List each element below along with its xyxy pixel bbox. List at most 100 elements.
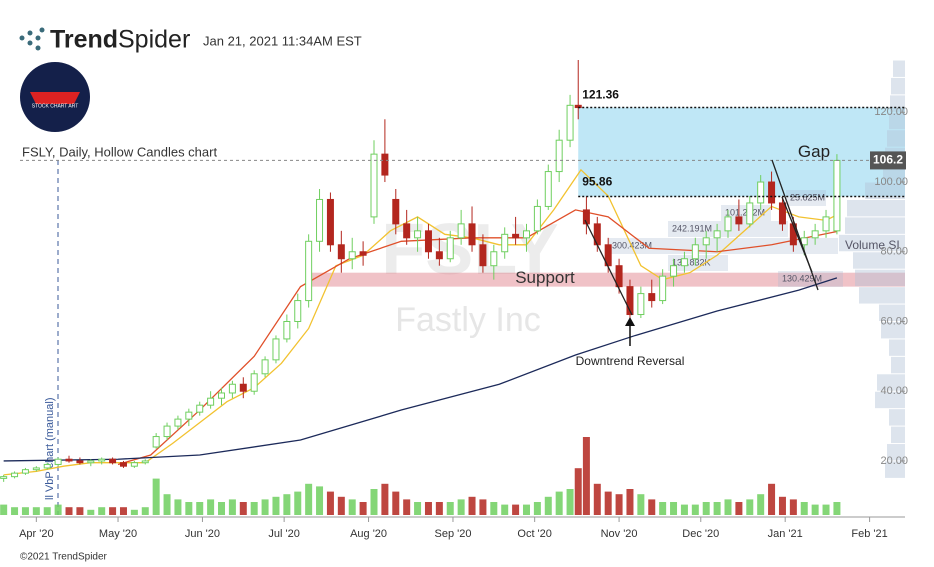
candle-body	[0, 476, 8, 479]
volume-bar	[724, 499, 732, 515]
x-tick-label: Jul '20	[268, 528, 299, 540]
volume-bar	[544, 496, 552, 515]
volume-bar	[468, 496, 476, 515]
last-price-label: 106.2	[873, 153, 903, 167]
candle-body	[261, 359, 269, 375]
volume-bar	[294, 491, 302, 515]
volume-bar	[11, 507, 19, 515]
watermark-name: Fastly Inc	[395, 301, 540, 339]
gap-value: 121.36	[582, 88, 619, 102]
candle-body	[533, 205, 541, 232]
volume-bar	[670, 502, 678, 515]
candle-body	[32, 467, 40, 471]
profile-bar	[891, 356, 905, 374]
volume-bar	[65, 507, 73, 515]
profile-overlay	[721, 205, 771, 221]
volume-bar	[778, 496, 786, 515]
volume-bar	[615, 494, 623, 515]
brand-light: Spider	[118, 26, 190, 54]
candle-body	[316, 198, 324, 242]
volume-bar	[87, 509, 95, 515]
candle-body	[250, 373, 258, 392]
candle-body	[637, 293, 645, 316]
volume-bar	[713, 502, 721, 515]
profile-label: Volume SI	[845, 238, 900, 252]
candle-body	[512, 233, 520, 239]
candle-body	[152, 436, 160, 448]
volume-bar	[316, 486, 324, 515]
profile-bar	[891, 426, 905, 444]
support-label: Support	[515, 268, 575, 287]
profile-bar	[881, 321, 905, 339]
candle-body	[735, 216, 743, 225]
profile-label: 130.429M	[782, 273, 822, 283]
candle-body	[670, 265, 678, 277]
candle-body	[522, 230, 530, 239]
candle-body	[283, 320, 291, 340]
vbp-label: ll VbP chart (manual)	[44, 397, 56, 500]
volume-bar	[424, 502, 432, 515]
profile-bar	[847, 199, 905, 217]
candle-body	[218, 392, 226, 399]
gap-box	[578, 107, 905, 197]
volume-bar	[414, 502, 422, 515]
candle-body	[98, 458, 106, 462]
volume-bar	[800, 502, 808, 515]
candle-body	[11, 472, 19, 478]
profile-label: 137.832K	[672, 257, 711, 267]
candle-body	[326, 198, 334, 246]
candle-body	[768, 181, 776, 204]
volume-bar	[337, 496, 345, 515]
x-tick-label: Feb '21	[851, 528, 887, 540]
y-tick-label: 40.00	[880, 385, 908, 397]
profile-bar	[875, 391, 905, 409]
candle-body	[713, 230, 721, 239]
volume-bar	[604, 491, 612, 515]
candle-body	[479, 244, 487, 267]
volume-bar	[185, 502, 193, 515]
candle-body	[21, 469, 29, 474]
candle-body	[403, 223, 411, 239]
volume-bar	[141, 507, 149, 515]
y-tick-label: 100.00	[874, 176, 908, 188]
candle-body	[691, 244, 699, 260]
profile-label: 25.625M	[790, 192, 825, 202]
x-tick-label: Nov '20	[601, 528, 638, 540]
profile-bar	[889, 339, 905, 356]
volume-bar	[239, 502, 247, 515]
volume-bar	[735, 502, 743, 515]
candle-body	[833, 159, 841, 232]
x-tick-label: Apr '20	[19, 528, 54, 540]
volume-bar	[746, 499, 754, 515]
volume-bar	[174, 499, 182, 515]
plot: Support300.423M242.191M101.252M25.625M13…	[0, 60, 908, 540]
footer: ©2021 TrendSpider	[20, 552, 108, 563]
moving-average	[3, 277, 838, 462]
volume-bar	[512, 504, 520, 515]
volume-bar	[272, 496, 280, 515]
volume-bar	[811, 504, 819, 515]
candle-body	[435, 251, 443, 260]
volume-bar	[283, 494, 291, 515]
profile-bar	[885, 461, 905, 478]
volume-bar	[648, 499, 656, 515]
volume-bar	[490, 502, 498, 515]
candle-body	[648, 293, 656, 302]
profile-bar	[855, 269, 905, 287]
x-tick-label: Aug '20	[350, 528, 387, 540]
candle-body	[680, 258, 688, 267]
volume-bar	[680, 504, 688, 515]
profile-label: 101.252M	[725, 207, 765, 217]
volume-bar	[479, 499, 487, 515]
candle-body	[185, 411, 193, 420]
candle-body	[615, 265, 623, 288]
timestamp: Jan 21, 2021 11:34AM EST	[203, 33, 362, 48]
candle-body	[778, 202, 786, 225]
brand-icon	[19, 27, 45, 51]
profile-overlay	[786, 190, 826, 206]
arrow-head	[625, 317, 635, 326]
candle-body	[337, 244, 345, 260]
candle-body	[87, 460, 95, 464]
candle-body	[566, 104, 574, 141]
volume-bar	[446, 502, 454, 515]
